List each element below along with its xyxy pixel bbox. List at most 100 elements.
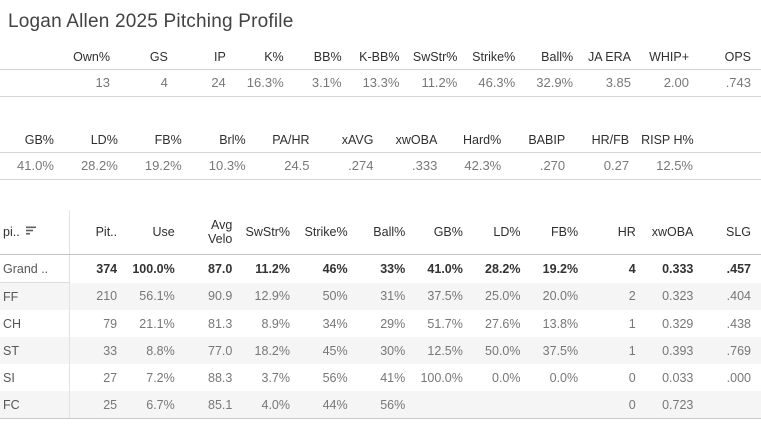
pitch-stat-value[interactable]: 30% bbox=[357, 337, 416, 364]
sort-descending-icon[interactable] bbox=[25, 225, 37, 239]
stat-value[interactable]: 3.1% bbox=[293, 69, 352, 97]
pitch-stat-value[interactable]: 13.8% bbox=[542, 316, 579, 331]
stat-value[interactable]: 3.85 bbox=[583, 69, 642, 97]
pitch-stat-value[interactable]: .769 bbox=[703, 337, 761, 364]
stat-value[interactable]: 46.3% bbox=[467, 69, 526, 97]
pitch-stat-value[interactable]: .000 bbox=[726, 370, 751, 385]
pitch-stat-value[interactable]: 3.7% bbox=[261, 370, 291, 385]
pitch-stat-value[interactable]: 90.9 bbox=[184, 282, 243, 310]
pitch-stat-value[interactable]: 100.0% bbox=[420, 370, 463, 385]
pitch-stat-value[interactable]: 1 bbox=[588, 337, 646, 364]
pitch-column-header[interactable]: HR bbox=[588, 210, 646, 255]
stat-value[interactable]: 4 bbox=[120, 69, 178, 97]
pitch-stat-value[interactable]: 0.323 bbox=[645, 282, 704, 310]
pitch-stat-value[interactable]: 33% bbox=[380, 261, 406, 276]
stat-value[interactable]: 13 bbox=[0, 69, 120, 97]
pitch-row-label[interactable]: ST bbox=[0, 337, 70, 364]
pitch-stat-value[interactable]: 0.723 bbox=[645, 391, 704, 419]
pitch-stat-value[interactable]: 2 bbox=[588, 282, 646, 310]
pitch-stat-value[interactable]: 56% bbox=[322, 370, 348, 385]
pitch-stat-value[interactable]: 41% bbox=[380, 370, 406, 385]
pitch-stat-value[interactable]: 0 bbox=[588, 391, 646, 419]
pitch-stat-value[interactable]: 88.3 bbox=[208, 370, 233, 385]
pitch-stat-value[interactable]: 37.5% bbox=[530, 337, 589, 364]
pitch-stat-value[interactable]: 85.1 bbox=[184, 391, 243, 419]
pitch-stat-value[interactable]: 27.6% bbox=[485, 316, 521, 331]
pitch-stat-value[interactable]: 50.0% bbox=[472, 337, 531, 364]
stat-value[interactable]: 24.5 bbox=[255, 152, 320, 180]
pitch-stat-value[interactable]: 0.0% bbox=[549, 370, 579, 385]
pitch-stat-value[interactable]: 37.5% bbox=[415, 282, 473, 310]
pitch-stat-value[interactable]: 4 bbox=[628, 261, 636, 276]
pitch-row-label[interactable]: Grand .. bbox=[0, 254, 70, 283]
stat-value[interactable]: 42.3% bbox=[447, 152, 512, 180]
stat-value[interactable]: 12.5% bbox=[639, 152, 703, 180]
pitch-row-label[interactable]: FC bbox=[0, 391, 70, 419]
stat-value[interactable]: .274 bbox=[319, 152, 384, 180]
pitch-stat-value[interactable]: 44% bbox=[300, 391, 358, 419]
pitch-stat-value[interactable]: 34% bbox=[322, 316, 348, 331]
pitch-row[interactable]: ST 33 8.8% 77.0 18.2% 45% 30% 12.5% 50.0% 37.5% 1 0… bbox=[0, 337, 761, 364]
pitch-stat-value[interactable]: 7.2% bbox=[146, 370, 175, 385]
pitch-column-header[interactable]: Avg Velo bbox=[184, 210, 243, 255]
pitch-row[interactable]: CH 79 21.1% 81.3 8.9% 34% 29% 51.7% 27.6% 13.8% 1 0… bbox=[0, 310, 761, 337]
pitch-stat-value[interactable]: 87.0 bbox=[208, 261, 233, 276]
stat-value[interactable]: .333 bbox=[383, 152, 448, 180]
pitch-stat-value[interactable]: 81.3 bbox=[208, 316, 233, 331]
pitch-stat-value[interactable]: 21.1% bbox=[139, 316, 175, 331]
pitch-row-label[interactable]: CH bbox=[0, 310, 70, 337]
pitch-column-header[interactable]: LD% bbox=[472, 210, 531, 255]
pitch-stat-value[interactable]: 0.033 bbox=[662, 370, 694, 385]
pitch-stat-value[interactable]: 33 bbox=[69, 337, 128, 364]
pitch-column-header[interactable]: Ball% bbox=[357, 210, 416, 255]
pitch-stat-value[interactable]: 18.2% bbox=[242, 337, 300, 364]
pitch-column-header[interactable]: FB% bbox=[530, 210, 589, 255]
pitch-stat-value[interactable]: .438 bbox=[726, 316, 751, 331]
pitch-stat-value[interactable]: 31% bbox=[357, 282, 416, 310]
pitch-stat-value[interactable]: 0 bbox=[628, 370, 636, 385]
pitch-column-header[interactable]: Pit.. bbox=[69, 210, 128, 255]
pitch-stat-value[interactable]: 374 bbox=[96, 261, 118, 276]
pitch-stat-value[interactable]: .404 bbox=[703, 282, 761, 310]
pitch-name-column-header[interactable]: pi.. bbox=[0, 210, 70, 255]
pitch-stat-value[interactable] bbox=[703, 391, 761, 419]
pitch-row[interactable]: Grand .. 374 100.0% 87.0 11.2% 46% 33% 41.0% 28.… bbox=[0, 254, 761, 283]
pitch-stat-value[interactable]: 6.7% bbox=[127, 391, 185, 419]
pitch-stat-value[interactable]: 12.9% bbox=[242, 282, 300, 310]
pitch-stat-value[interactable]: 27 bbox=[103, 370, 118, 385]
pitch-stat-value[interactable] bbox=[530, 391, 589, 419]
stat-value[interactable]: 13.3% bbox=[351, 69, 410, 97]
stat-value[interactable]: 2.00 bbox=[641, 69, 699, 97]
pitch-stat-value[interactable] bbox=[415, 391, 473, 419]
pitch-row[interactable]: SI 27 7.2% 88.3 3.7% 56% 41% 100.0% 0.0% 0.0% 0 0.0… bbox=[0, 364, 761, 391]
pitch-stat-value[interactable] bbox=[472, 391, 531, 419]
stat-value[interactable]: 28.2% bbox=[63, 152, 128, 180]
pitch-stat-value[interactable]: 25 bbox=[69, 391, 128, 419]
pitch-column-header[interactable]: SwStr% bbox=[242, 210, 300, 255]
stat-value[interactable]: .743 bbox=[699, 69, 761, 97]
pitch-column-header[interactable]: SLG bbox=[703, 210, 761, 255]
pitch-stat-value[interactable]: 0.333 bbox=[662, 261, 694, 276]
stat-value[interactable]: .270 bbox=[511, 152, 576, 180]
pitch-stat-value[interactable]: 28.2% bbox=[485, 261, 521, 276]
pitch-stat-value[interactable]: 8.9% bbox=[261, 316, 291, 331]
stat-value[interactable]: 11.2% bbox=[409, 69, 468, 97]
pitch-stat-value[interactable]: 19.2% bbox=[542, 261, 579, 276]
pitch-stat-value[interactable]: 0.393 bbox=[645, 337, 704, 364]
pitch-row-label[interactable]: FF bbox=[0, 282, 70, 310]
pitch-row[interactable]: FC 25 6.7% 85.1 4.0% 44% 56% 0 0.723 bbox=[0, 391, 761, 419]
pitch-stat-value[interactable]: 0.0% bbox=[492, 370, 521, 385]
pitch-stat-value[interactable]: .457 bbox=[726, 261, 751, 276]
pitch-stat-value[interactable]: 77.0 bbox=[184, 337, 243, 364]
pitch-stat-value[interactable]: 46% bbox=[322, 261, 348, 276]
pitch-stat-value[interactable]: 51.7% bbox=[427, 316, 463, 331]
pitch-stat-value[interactable]: 11.2% bbox=[255, 261, 290, 276]
pitch-stat-value[interactable]: 29% bbox=[380, 316, 406, 331]
pitch-stat-value[interactable]: 79 bbox=[103, 316, 118, 331]
pitch-column-header[interactable]: Use bbox=[127, 210, 185, 255]
stat-value[interactable]: 24 bbox=[177, 69, 236, 97]
stat-value[interactable]: 16.3% bbox=[235, 69, 294, 97]
stat-value[interactable]: 41.0% bbox=[0, 152, 64, 180]
pitch-stat-value[interactable]: 25.0% bbox=[472, 282, 531, 310]
pitch-stat-value[interactable]: 100.0% bbox=[132, 261, 175, 276]
